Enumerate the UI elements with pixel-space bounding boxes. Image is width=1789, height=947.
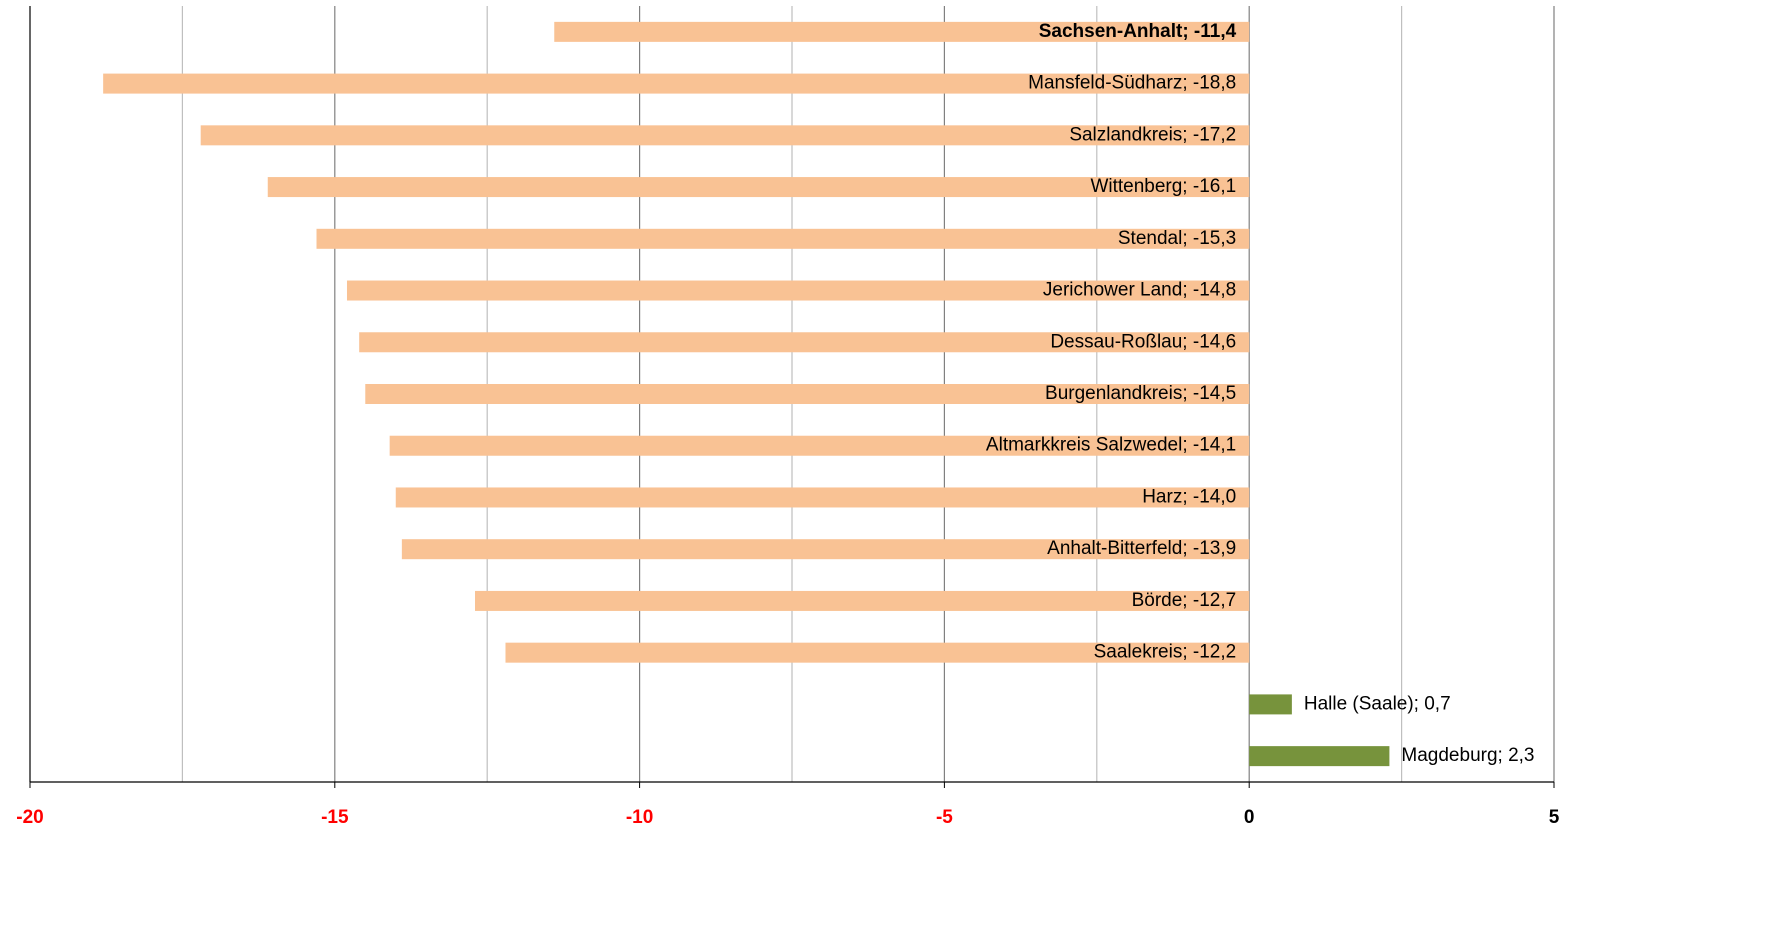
bar-label: Dessau-Roßlau; -14,6 (1050, 331, 1236, 352)
bar-label: Harz; -14,0 (1142, 486, 1236, 507)
bar (401, 539, 1250, 560)
bar (346, 280, 1250, 301)
x-tick-label: 5 (1549, 807, 1560, 828)
bar (395, 487, 1250, 508)
bar-label: Halle (Saale); 0,7 (1304, 693, 1451, 714)
bar-label: Sachsen-Anhalt; -11,4 (1039, 21, 1237, 42)
bar (365, 384, 1250, 404)
bar (267, 177, 1250, 198)
bar (359, 332, 1250, 353)
bar (200, 125, 1250, 146)
bar (1249, 694, 1292, 715)
bar (316, 228, 1250, 249)
bar-label: Saalekreis; -12,2 (1094, 642, 1237, 663)
x-tick-label: -10 (626, 807, 653, 828)
bar (554, 21, 1250, 42)
bar (475, 590, 1250, 611)
bar-label: Wittenberg; -16,1 (1090, 176, 1236, 197)
bar-label: Mansfeld-Südharz; -18,8 (1028, 73, 1236, 94)
bar-label: Jerichower Land; -14,8 (1043, 280, 1236, 301)
bar-label: Altmarkkreis Salzwedel; -14,1 (986, 435, 1236, 456)
bar-label: Burgenlandkreis; -14,5 (1045, 383, 1236, 404)
bar (1249, 746, 1390, 767)
x-tick-label: -15 (321, 807, 349, 828)
bar-label: Anhalt-Bitterfeld; -13,9 (1047, 538, 1236, 559)
x-tick-label: -5 (936, 807, 953, 828)
bar-label: Salzlandkreis; -17,2 (1069, 124, 1236, 145)
bar (505, 642, 1250, 663)
x-tick-label: 0 (1244, 807, 1255, 828)
bar (103, 73, 1250, 94)
bar (389, 435, 1250, 456)
bar-label: Börde; -12,7 (1132, 590, 1237, 611)
bar-label: Stendal; -15,3 (1118, 228, 1236, 249)
bar-label: Magdeburg; 2,3 (1401, 745, 1534, 766)
x-tick-label: -20 (16, 807, 43, 828)
